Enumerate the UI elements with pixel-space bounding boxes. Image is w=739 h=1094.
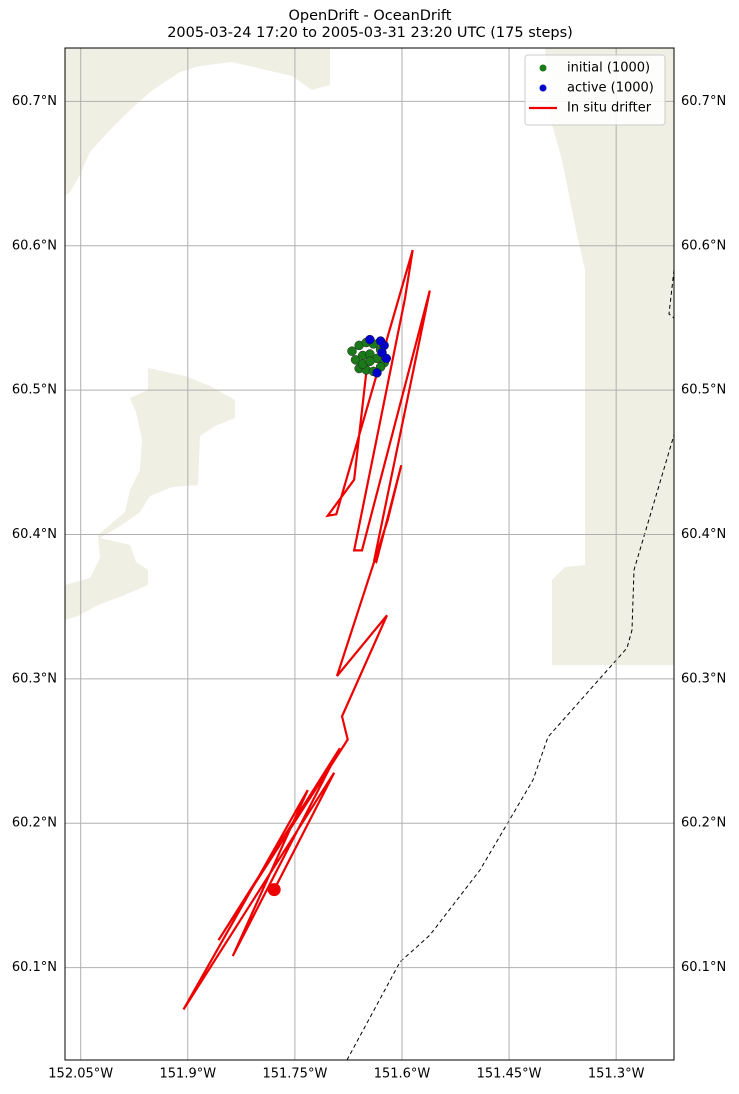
particle xyxy=(350,355,361,365)
particle xyxy=(365,334,375,345)
x-tick-label: 152.05°W xyxy=(48,1067,113,1082)
y-tick-label: 60.1°N xyxy=(681,960,726,975)
particle xyxy=(365,356,375,367)
boundary-line xyxy=(346,434,675,1061)
land-top-left xyxy=(65,48,330,196)
legend-swatch xyxy=(539,64,547,72)
y-tick-label: 60.6°N xyxy=(681,238,726,253)
y-tick-label: 60.7°N xyxy=(12,94,57,109)
land xyxy=(65,48,674,665)
chart-title: OpenDrift - OceanDrift xyxy=(289,8,452,24)
x-tick-label: 151.75°W xyxy=(262,1067,327,1082)
drifter-end xyxy=(267,883,281,897)
y-tick-label: 60.5°N xyxy=(12,383,57,398)
y-tick-label: 60.4°N xyxy=(681,527,726,542)
x-tick-label: 151.3°W xyxy=(588,1067,645,1082)
legend-label: In situ drifter xyxy=(567,101,652,116)
x-tick-label: 151.45°W xyxy=(477,1067,542,1082)
y-tick-label: 60.1°N xyxy=(12,960,57,975)
y-tick-label: 60.4°N xyxy=(12,527,57,542)
y-tick-label: 60.6°N xyxy=(12,238,57,253)
plot-frame xyxy=(64,47,675,1061)
drifter-track xyxy=(182,249,431,1011)
particle xyxy=(347,346,357,356)
legend-box xyxy=(524,54,666,126)
legend-label: active (1000) xyxy=(567,81,654,96)
legend-label: initial (1000) xyxy=(567,61,650,76)
particle xyxy=(377,347,387,358)
y-tick-label: 60.2°N xyxy=(681,816,726,831)
boundary-line xyxy=(668,269,675,319)
particle xyxy=(372,368,382,378)
particle xyxy=(375,336,386,346)
y-tick-label: 60.7°N xyxy=(681,94,726,109)
y-tick-label: 60.2°N xyxy=(12,816,57,831)
land-right xyxy=(545,48,674,665)
y-tick-label: 60.5°N xyxy=(681,383,726,398)
y-tick-label: 60.3°N xyxy=(681,671,726,686)
y-tick-label: 60.3°N xyxy=(12,671,57,686)
land-island xyxy=(65,368,235,620)
x-tick-label: 151.6°W xyxy=(374,1067,431,1082)
legend-swatch xyxy=(539,84,547,92)
x-tick-label: 151.9°W xyxy=(160,1067,217,1082)
legend: initial (1000) active (1000) In situ drift… xyxy=(524,54,666,126)
chart-subtitle: 2005-03-24 17:20 to 2005-03-31 23:20 UTC… xyxy=(167,25,573,41)
